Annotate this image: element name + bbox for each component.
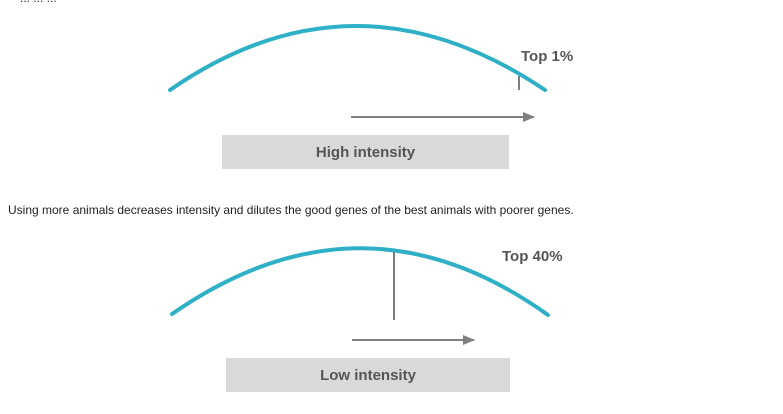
caption-text: Using more animals decreases intensity a… — [8, 203, 574, 217]
clipped-intro-text: ... ... ... — [20, 0, 57, 5]
top-40-percent-label: Top 40% — [502, 248, 563, 265]
distribution-curve-low — [170, 246, 550, 317]
top-1-percent-label: Top 1% — [521, 48, 574, 65]
low-intensity-box: Low intensity — [226, 358, 510, 392]
distribution-curve-high — [168, 24, 547, 92]
high-intensity-box: High intensity — [222, 135, 509, 169]
